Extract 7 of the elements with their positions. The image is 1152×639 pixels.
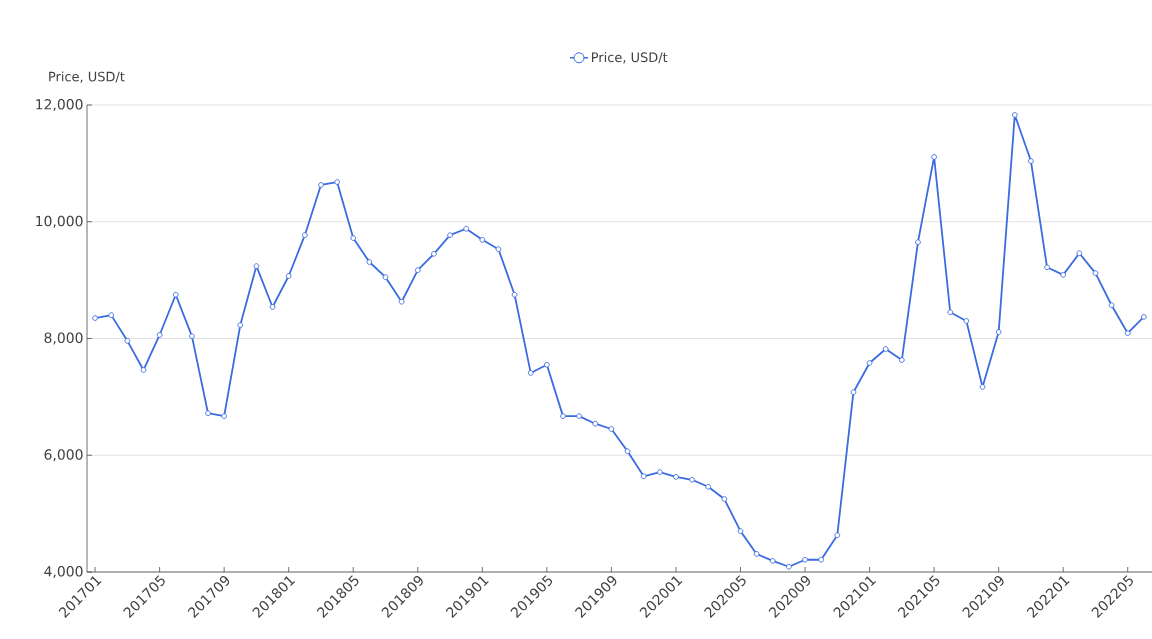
y-tick-label: 10,000 (36, 215, 83, 228)
y-axis-title: Price, USD/t (49, 71, 125, 83)
y-tick-label: 6,000 (44, 449, 83, 462)
y-tick-label: 4,000 (44, 566, 83, 578)
legend-label: Price, USD/t (592, 52, 668, 64)
y-tick-label: 8,000 (44, 332, 83, 345)
y-tick-label: 12,000 (36, 99, 83, 111)
